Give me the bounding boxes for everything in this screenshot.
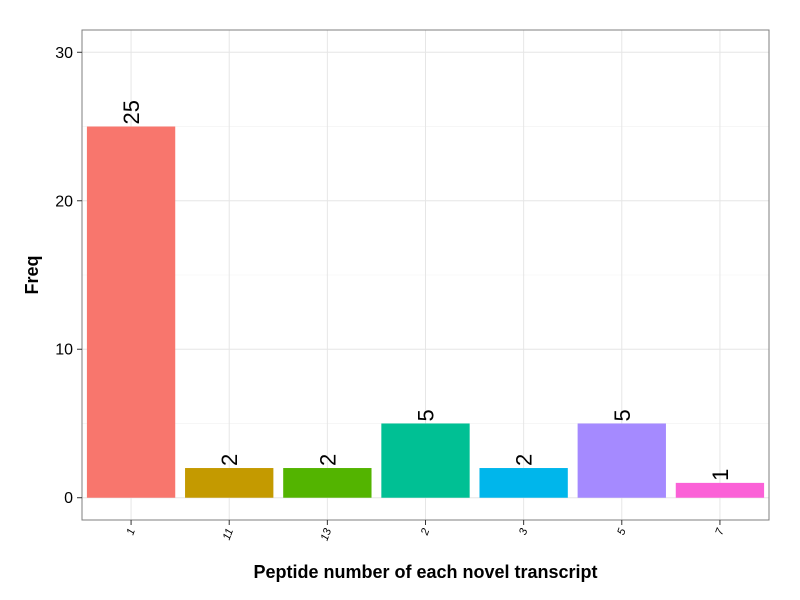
y-axis-ticks: 0 10 20 30 (55, 45, 82, 507)
x-tick-label: 3 (517, 526, 531, 537)
bar-value-label: 5 (610, 409, 635, 421)
bar-value-label: 1 (708, 469, 733, 481)
x-tick-label: 5 (615, 526, 629, 537)
bar-value-label: 5 (414, 409, 439, 421)
x-tick-label: 7 (713, 526, 727, 537)
y-tick-label: 20 (55, 193, 73, 210)
bar-1 (86, 126, 176, 498)
bar-2 (381, 423, 470, 498)
bar-5 (577, 423, 666, 498)
x-tick-label: 13 (319, 526, 335, 542)
bar-value-label: 2 (217, 454, 242, 466)
x-tick-label: 1 (125, 527, 138, 537)
bar-11 (185, 468, 274, 498)
bar-3 (479, 468, 568, 498)
bar-7 (675, 482, 765, 498)
bar-value-label: 2 (512, 454, 537, 466)
x-tick-label: 2 (419, 527, 433, 538)
y-tick-label: 30 (55, 45, 73, 62)
y-axis-title: Freq (22, 255, 42, 294)
x-axis-title: Peptide number of each novel transcript (253, 562, 597, 582)
bars (86, 126, 765, 498)
x-tick-label: 11 (221, 527, 236, 542)
bar-value-label: 25 (119, 100, 144, 124)
bar-13 (283, 468, 372, 498)
x-axis-ticks: 1 11 13 2 3 5 7 (125, 520, 727, 543)
y-tick-label: 0 (64, 490, 73, 507)
bar-value-label: 2 (315, 454, 340, 466)
y-tick-label: 10 (55, 342, 73, 359)
